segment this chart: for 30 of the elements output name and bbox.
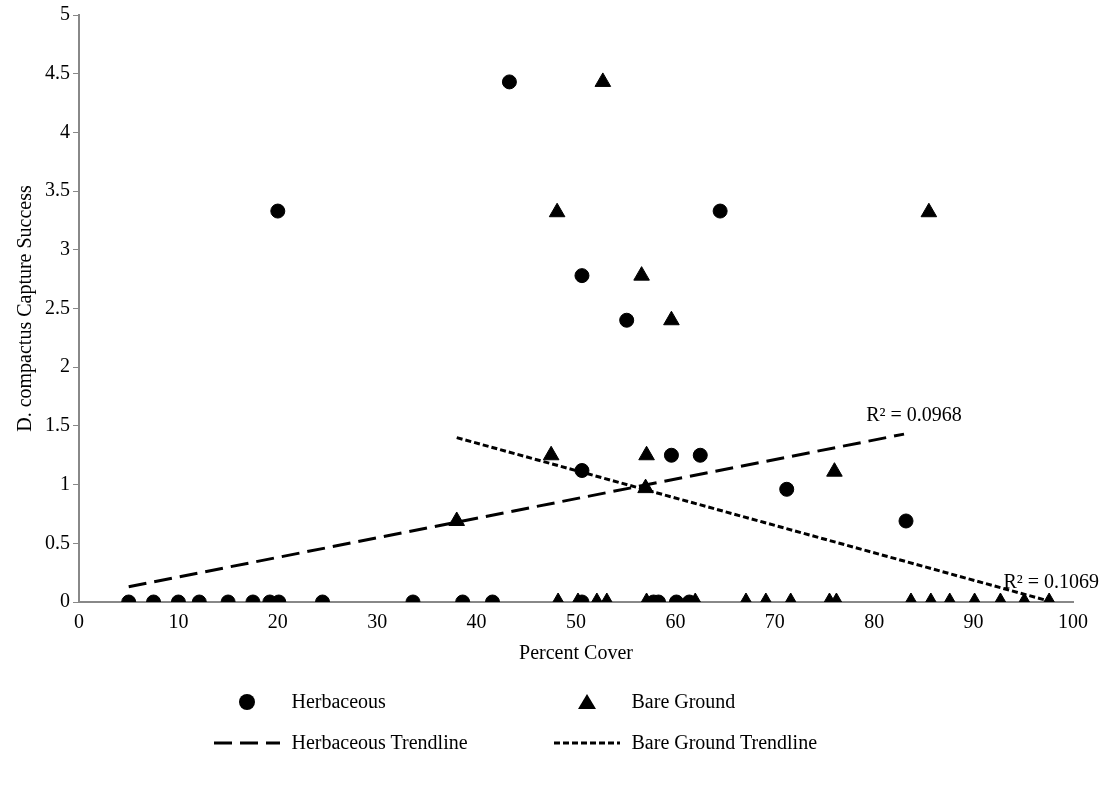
y-tick-label: 1 [60,471,70,494]
legend-label: Bare Ground Trendline [631,731,818,754]
x-tick-label: 20 [267,610,288,633]
annotation: R² = 0.0968 [866,403,962,426]
y-tick-label: 2 [60,354,70,377]
x-tick-label: 60 [665,610,686,633]
x-tick-label: 50 [566,610,586,633]
annotation: R² = 0.1069 [1003,570,1100,593]
x-tick-label: 90 [963,610,984,633]
y-tick-label: 5 [60,2,70,25]
x-tick-label: 10 [168,610,189,633]
y-tick-label: 4 [60,119,70,142]
legend-label: Herbaceous Trendline [291,731,468,754]
x-tick-label: 40 [466,610,487,633]
x-tick-label: 30 [367,610,388,633]
y-tick-label: 4.5 [45,60,70,83]
legend-label: Bare Ground [631,690,736,713]
x-tick-label: 100 [1058,610,1088,633]
legend-label: Herbaceous [291,690,386,713]
x-tick-label: 70 [764,610,785,633]
y-tick-label: 3.5 [45,178,70,201]
y-axis-title: D. compactus Capture Success [13,184,37,432]
x-tick-label: 0 [74,610,84,633]
y-tick-label: 3 [60,237,70,260]
y-tick-label: 2.5 [45,295,70,318]
x-tick-label: 80 [864,610,885,633]
y-tick-label: 0.5 [45,530,70,553]
y-tick-label: 0 [60,589,70,612]
x-axis-title: Percent Cover [519,641,634,664]
y-tick-label: 1.5 [45,413,70,436]
